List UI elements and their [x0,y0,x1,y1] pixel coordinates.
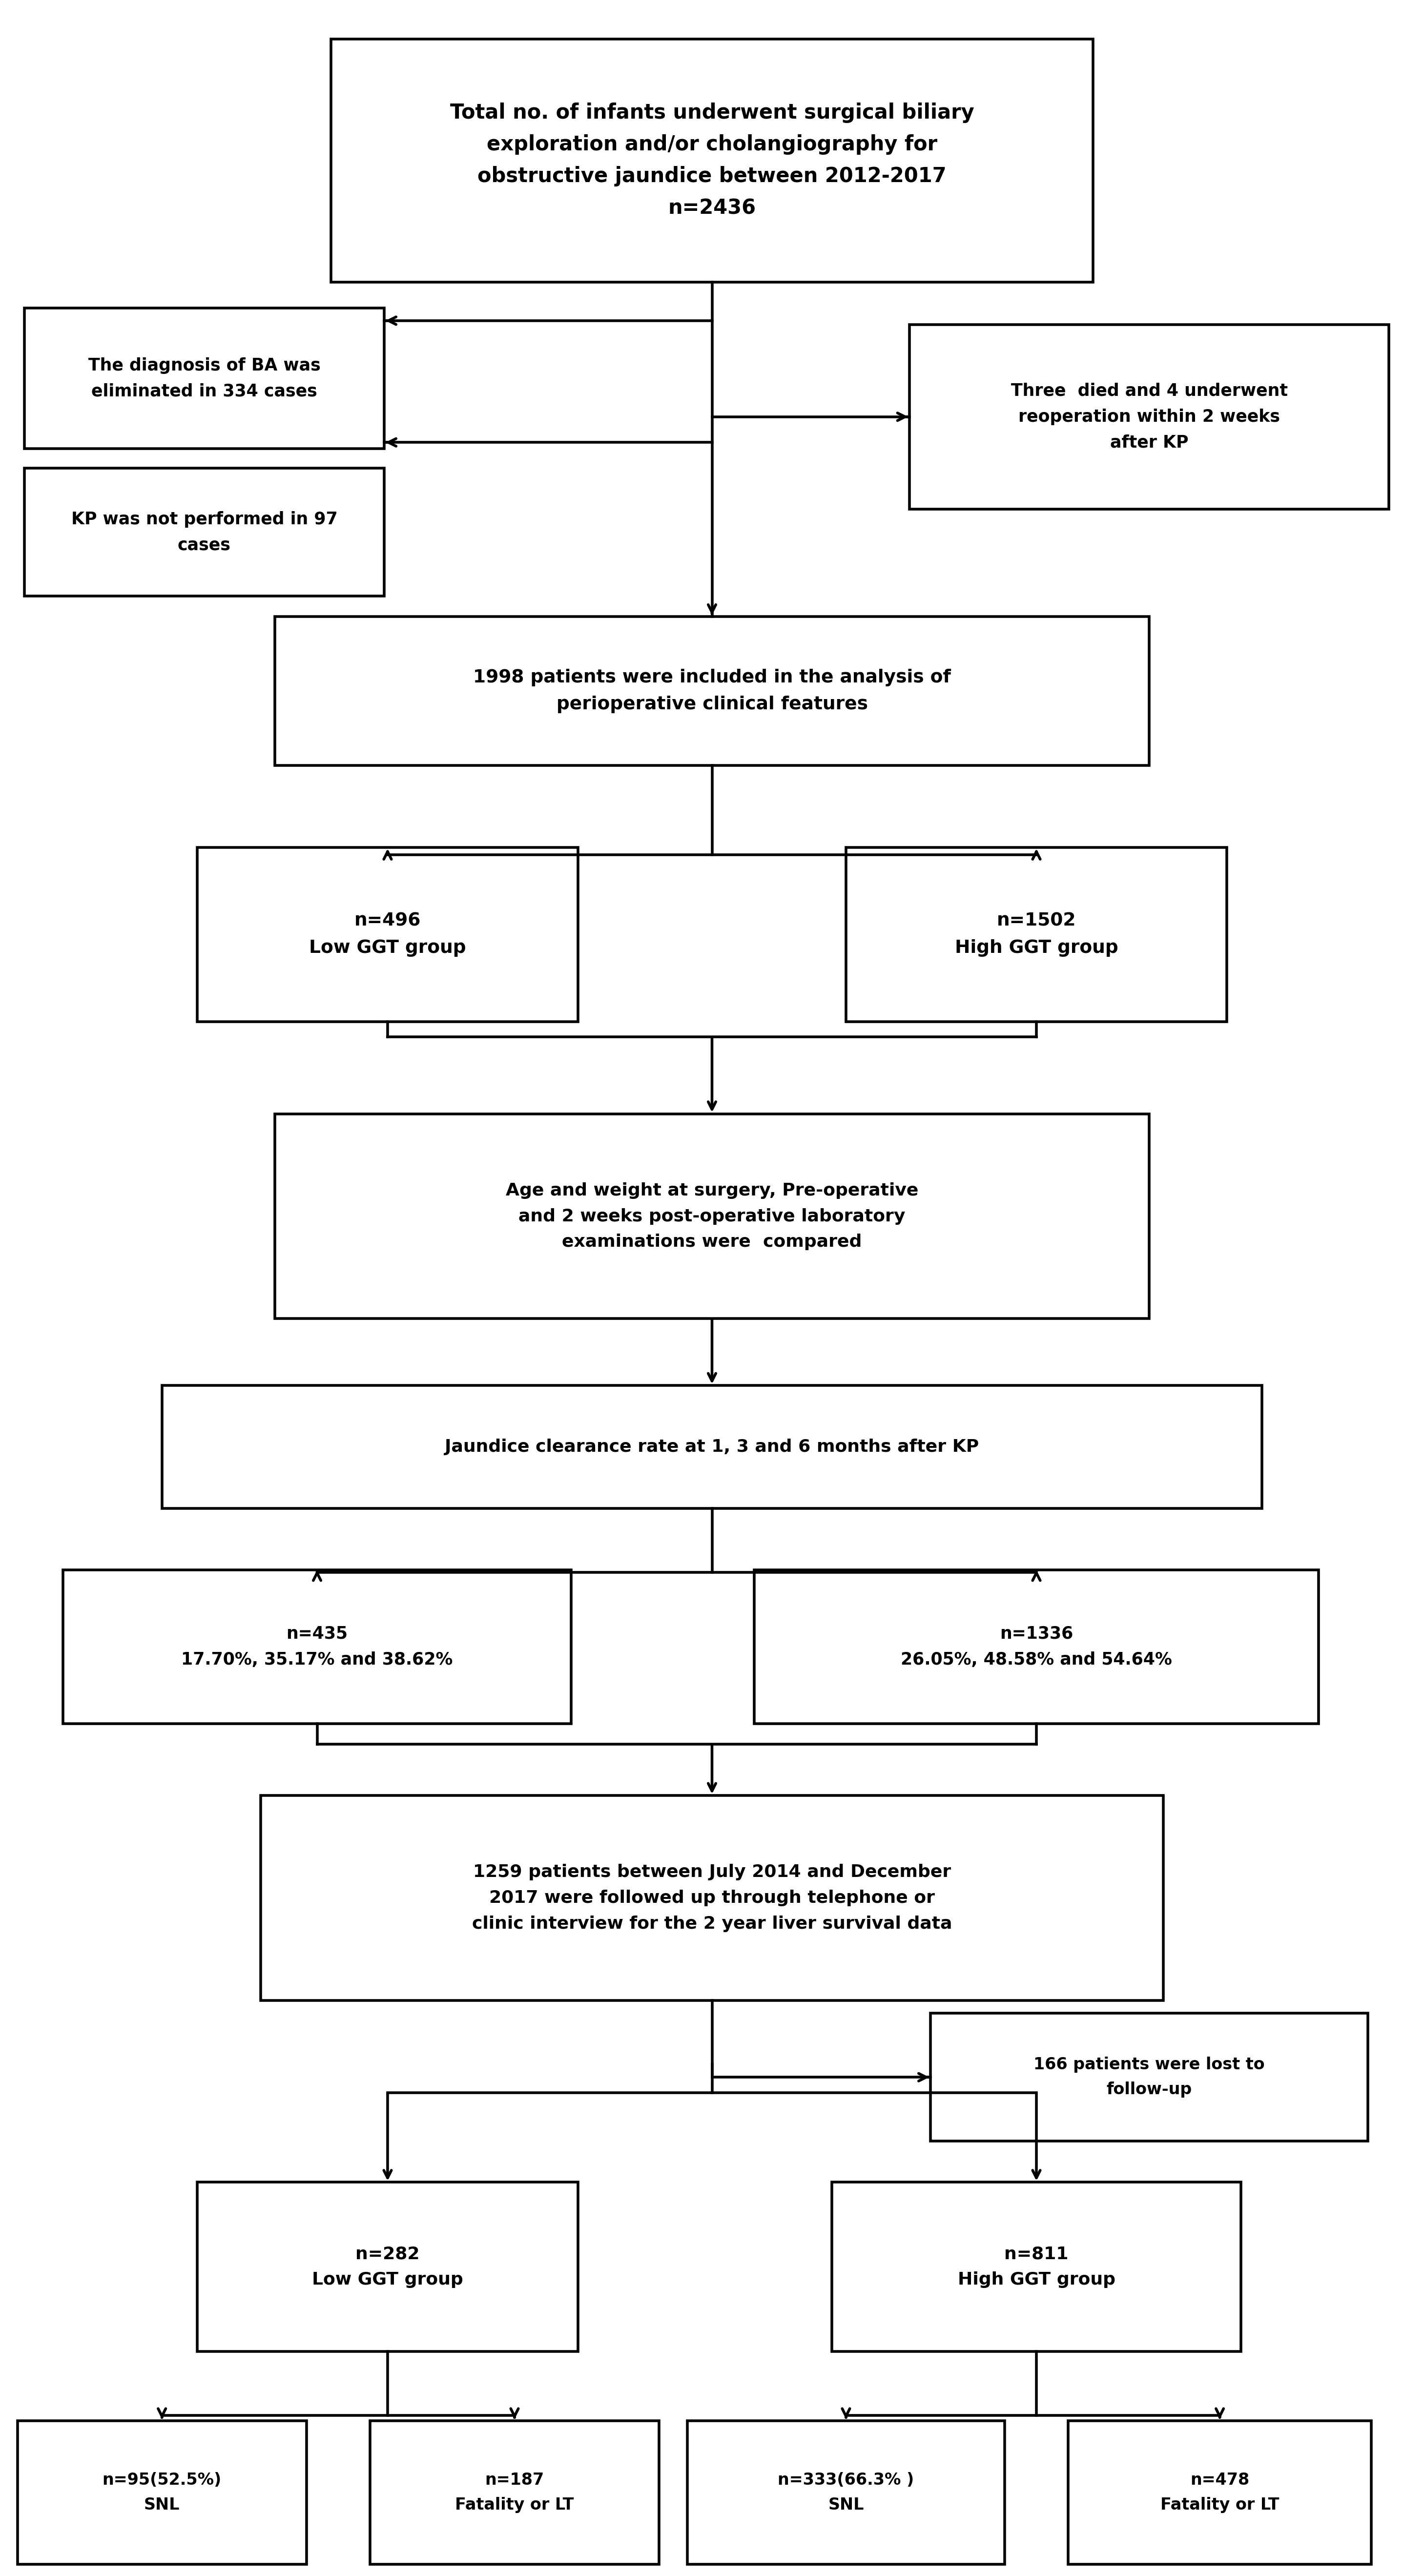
FancyBboxPatch shape [910,325,1388,510]
Text: n=496
Low GGT group: n=496 Low GGT group [309,912,466,956]
FancyBboxPatch shape [63,1569,571,1723]
Text: Total no. of infants underwent surgical biliary
exploration and/or cholangiograp: Total no. of infants underwent surgical … [450,103,974,219]
Text: n=811
High GGT group: n=811 High GGT group [957,2246,1115,2287]
Text: The diagnosis of BA was
eliminated in 334 cases: The diagnosis of BA was eliminated in 33… [88,358,320,399]
FancyBboxPatch shape [24,469,384,595]
FancyBboxPatch shape [162,1386,1262,1510]
FancyBboxPatch shape [197,848,578,1023]
Text: n=333(66.3% )
SNL: n=333(66.3% ) SNL [778,2473,914,2514]
Text: 1259 patients between July 2014 and December
2017 were followed up through telep: 1259 patients between July 2014 and Dece… [471,1865,953,1932]
Text: n=95(52.5%)
SNL: n=95(52.5%) SNL [103,2473,222,2514]
Text: 1998 patients were included in the analysis of
perioperative clinical features: 1998 patients were included in the analy… [473,670,951,714]
FancyBboxPatch shape [755,1569,1319,1723]
FancyBboxPatch shape [17,2421,306,2563]
FancyBboxPatch shape [261,1795,1163,2002]
FancyBboxPatch shape [275,1113,1149,1319]
Text: n=282
Low GGT group: n=282 Low GGT group [312,2246,463,2287]
Text: n=435
17.70%, 35.17% and 38.62%: n=435 17.70%, 35.17% and 38.62% [181,1625,453,1667]
Text: n=478
Fatality or LT: n=478 Fatality or LT [1161,2473,1279,2514]
Text: n=1502
High GGT group: n=1502 High GGT group [954,912,1118,956]
Text: Three  died and 4 underwent
reoperation within 2 weeks
after KP: Three died and 4 underwent reoperation w… [1011,384,1287,451]
Text: Age and weight at surgery, Pre-operative
and 2 weeks post-operative laboratory
e: Age and weight at surgery, Pre-operative… [506,1182,918,1249]
FancyBboxPatch shape [197,2182,578,2352]
Text: Jaundice clearance rate at 1, 3 and 6 months after KP: Jaundice clearance rate at 1, 3 and 6 mo… [444,1437,980,1455]
FancyBboxPatch shape [1068,2421,1371,2563]
FancyBboxPatch shape [332,39,1092,283]
Text: 166 patients were lost to
follow-up: 166 patients were lost to follow-up [1034,2056,1265,2097]
FancyBboxPatch shape [688,2421,1005,2563]
Text: n=187
Fatality or LT: n=187 Fatality or LT [456,2473,574,2514]
FancyBboxPatch shape [846,848,1227,1023]
FancyBboxPatch shape [832,2182,1240,2352]
FancyBboxPatch shape [275,616,1149,765]
Text: KP was not performed in 97
cases: KP was not performed in 97 cases [71,510,337,554]
FancyBboxPatch shape [24,309,384,448]
FancyBboxPatch shape [931,2014,1368,2141]
FancyBboxPatch shape [370,2421,659,2563]
Text: n=1336
26.05%, 48.58% and 54.64%: n=1336 26.05%, 48.58% and 54.64% [901,1625,1172,1667]
